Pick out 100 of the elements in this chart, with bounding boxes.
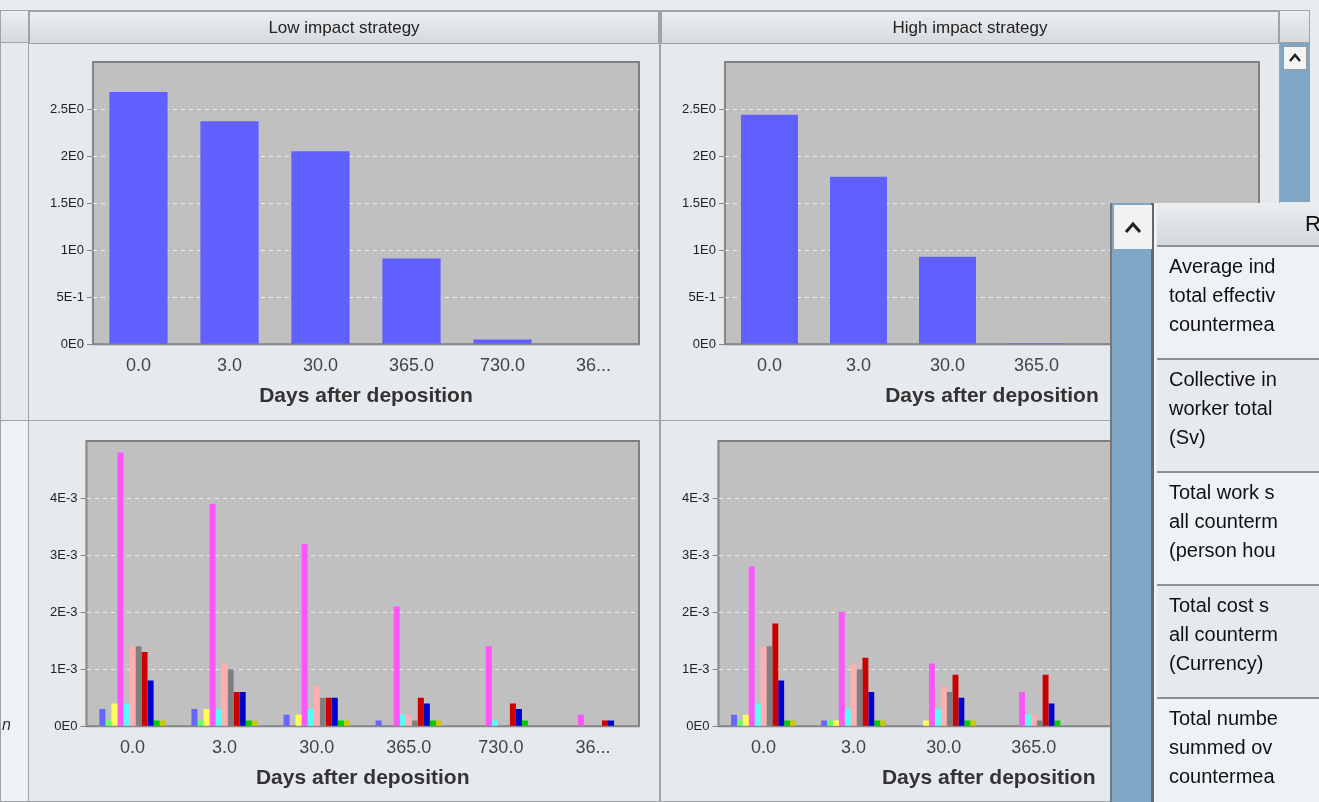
bar [375, 720, 382, 726]
y-tick-label: 0E0 [60, 335, 84, 351]
x-tick-label: 30.0 [299, 736, 335, 757]
y-tick-label: 2.5E0 [681, 100, 716, 116]
bar [827, 720, 833, 726]
bar [844, 709, 851, 726]
y-tick-label: 1E0 [692, 241, 716, 257]
y-tick-label: 1.5E0 [681, 194, 716, 210]
x-tick-label: 3.0 [845, 354, 871, 375]
bar [301, 543, 308, 726]
bar [405, 714, 412, 726]
bar [191, 709, 198, 726]
y-tick-label: 2E-3 [681, 603, 710, 619]
x-axis-title: Days after deposition [259, 383, 473, 407]
bar [105, 720, 112, 726]
y-tick-label: 5E-1 [688, 288, 716, 304]
bar [1019, 691, 1025, 726]
y-tick-label: 2E0 [692, 147, 716, 163]
chart-title: Low impact strategy [29, 11, 659, 44]
x-tick-label: 365.0 [1011, 736, 1057, 757]
bar [934, 709, 941, 726]
bar [838, 612, 845, 726]
bar [197, 720, 204, 726]
y-tick-label: 0E0 [54, 717, 78, 733]
bar [153, 720, 160, 726]
bar [99, 709, 106, 726]
bar [117, 452, 124, 726]
x-tick-label: 365.0 [386, 736, 432, 757]
bar [832, 720, 839, 726]
y-tick-label: 0E0 [692, 335, 716, 351]
bar [970, 720, 977, 726]
bar [215, 709, 222, 726]
bar [417, 697, 424, 726]
bar [239, 691, 246, 726]
x-tick-label: 3.0 [212, 736, 238, 757]
bar [521, 720, 528, 726]
annotation: Collective in worker total (Sv) [1157, 358, 1319, 471]
bar [200, 121, 259, 344]
y-tick-label: 1E0 [60, 241, 84, 257]
bar [515, 709, 522, 726]
bar [850, 663, 857, 726]
bar [393, 606, 400, 726]
x-tick-label: 0.0 [125, 354, 151, 375]
bar [880, 720, 887, 726]
bar [830, 176, 887, 344]
bar [602, 720, 609, 726]
bar [147, 680, 154, 726]
x-tick-label: 730.0 [479, 354, 526, 375]
bar [740, 114, 798, 344]
annotation: Total numbe summed ov countermea [1157, 697, 1319, 802]
bar [964, 720, 971, 726]
bar [245, 720, 252, 726]
bar [435, 720, 442, 726]
bar [325, 697, 332, 726]
x-tick-label: 36... [575, 354, 612, 375]
bar [1054, 720, 1061, 726]
bar [123, 703, 130, 726]
bar [491, 720, 498, 726]
x-tick-label: 3.0 [216, 354, 242, 375]
bar [958, 697, 965, 726]
bar [577, 714, 584, 726]
x-tick-label: 0.0 [756, 354, 782, 375]
y-tick-label: 2E-3 [49, 603, 78, 619]
bar [778, 680, 785, 726]
x-tick-label: 730.0 [478, 736, 524, 757]
bar [608, 720, 615, 726]
bar [923, 720, 929, 726]
bar [821, 720, 828, 726]
bar [509, 703, 516, 726]
y-tick-label: 2E0 [60, 147, 84, 163]
bar [233, 691, 240, 726]
bar [772, 623, 779, 726]
bar [423, 703, 430, 726]
x-tick-label: 30.0 [929, 354, 966, 375]
bar [251, 720, 258, 726]
bar [731, 714, 737, 726]
bar [382, 258, 441, 344]
bar [343, 720, 350, 726]
bar [331, 697, 338, 726]
y-tick-label: 2.5E0 [49, 100, 84, 116]
annotation: Total work s all counterm (person hou [1157, 471, 1319, 584]
bar [473, 339, 532, 344]
bar [337, 720, 344, 726]
bar [291, 151, 350, 344]
bar [295, 714, 302, 726]
bar [928, 663, 935, 726]
bar [940, 686, 947, 726]
bar [209, 503, 216, 726]
y-tick-label: 0E0 [686, 717, 710, 733]
y-tick-label: 3E-3 [49, 546, 78, 562]
x-tick-label: 0.0 [750, 736, 777, 757]
bar [754, 703, 761, 726]
x-tick-label: 3.0 [841, 736, 867, 757]
y-tick-label: 4E-3 [681, 489, 710, 505]
chart-title: High impact strategy [661, 11, 1279, 44]
text: n [2, 716, 11, 734]
bar [109, 92, 168, 344]
bar [111, 703, 118, 726]
bar [868, 691, 875, 726]
bar [283, 714, 290, 726]
